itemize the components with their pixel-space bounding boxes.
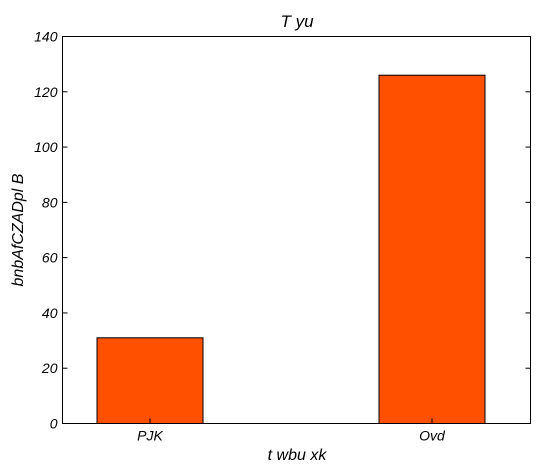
bars-layer [96,74,486,424]
bar-pjk [96,337,204,424]
ticks-layer: PJK Ovd 0 20 40 60 80 100 120 140 [34,29,531,444]
y-tick-label: 0 [50,416,58,432]
chart-title: T yu [280,12,314,31]
y-tick-label: 40 [42,305,58,321]
x-tick-label: PJK [137,428,163,444]
y-tick-label: 80 [42,194,58,210]
y-tick-label: 120 [34,84,58,100]
y-tick-label: 100 [34,139,58,155]
bar-ovd [378,74,486,424]
plot-frame [62,36,531,424]
x-tick-label: Ovd [419,428,446,444]
y-axis-label: bnbAfCZADpl B [10,173,27,286]
y-tick-label: 60 [42,250,58,266]
y-tick-label: 20 [41,360,58,376]
y-tick-label: 140 [34,29,58,45]
x-axis-label: t wbu xk [268,447,328,464]
